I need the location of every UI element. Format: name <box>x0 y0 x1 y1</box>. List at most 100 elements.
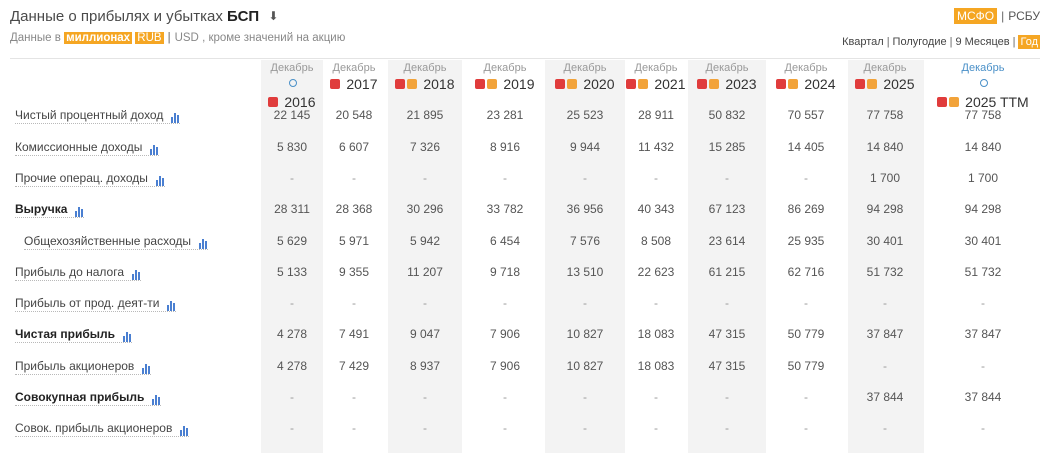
presentation-icon[interactable] <box>709 79 720 89</box>
column-year: 2024 <box>800 76 836 92</box>
table-cell: 7 491 <box>338 327 370 341</box>
row-label[interactable]: Комиссионные доходы <box>15 140 160 156</box>
column-year: 2020 <box>579 76 615 92</box>
column-header: Декабрь 2020 <box>535 62 635 93</box>
table-cell: 7 429 <box>338 359 370 373</box>
pdf-report-icon[interactable] <box>776 79 787 89</box>
unit-millions[interactable]: миллионах <box>64 32 133 44</box>
bar-chart-icon[interactable] <box>75 203 84 217</box>
bar-chart-icon[interactable] <box>142 360 151 374</box>
table-cell: 67 123 <box>708 202 746 216</box>
column-year: 2021 <box>650 76 686 92</box>
presentation-icon[interactable] <box>567 79 578 89</box>
bar-chart-icon[interactable] <box>132 266 141 280</box>
presentation-icon[interactable] <box>867 79 878 89</box>
column-header: Декабрь 2021 <box>606 62 706 93</box>
table-cell: 94 298 <box>866 202 904 216</box>
table-cell: 1 700 <box>967 171 999 185</box>
table-cell: 8 916 <box>489 140 521 154</box>
currency-rub[interactable]: RUB <box>135 32 164 44</box>
table-cell: 9 355 <box>338 265 370 279</box>
ifrs-toggle[interactable]: МСФО <box>953 8 998 24</box>
table-cell: 77 758 <box>964 108 1002 122</box>
table-cell: - <box>804 296 808 310</box>
pdf-report-icon[interactable] <box>330 79 341 89</box>
download-icon[interactable]: ⬇ <box>268 9 279 23</box>
table-cell: - <box>583 171 587 185</box>
presentation-icon[interactable] <box>407 79 418 89</box>
table-cell: - <box>804 390 808 404</box>
bar-chart-icon[interactable] <box>180 422 189 436</box>
table-cell: 8 937 <box>409 359 441 373</box>
bar-chart-icon[interactable] <box>122 328 132 342</box>
row-label[interactable]: Общехозяйственные расходы <box>24 234 209 250</box>
table-cell: 37 844 <box>866 390 904 404</box>
column-month: Декабрь <box>634 62 678 74</box>
table-cell: 25 935 <box>787 234 825 248</box>
presentation-icon[interactable] <box>487 79 498 89</box>
info-icon[interactable] <box>979 79 988 87</box>
period-switch: Квартал | Полугодие | 9 Месяцев | Год <box>842 35 1040 49</box>
table-cell: - <box>503 296 507 310</box>
row-label[interactable]: Совокупная прибыль <box>15 390 162 406</box>
table-cell: 14 405 <box>787 140 825 154</box>
row-label[interactable]: Чистый процентный доход <box>15 108 181 124</box>
bar-chart-icon[interactable] <box>155 172 165 186</box>
table-cell: - <box>290 421 294 435</box>
header-divider <box>10 58 1040 59</box>
table-cell: 40 343 <box>637 202 675 216</box>
table-cell: - <box>423 296 427 310</box>
pdf-report-icon[interactable] <box>268 97 279 107</box>
period-quarter[interactable]: Квартал <box>842 36 884 48</box>
pdf-report-icon[interactable] <box>475 79 486 89</box>
company-name: БСП <box>227 8 260 25</box>
presentation-icon[interactable] <box>949 97 960 107</box>
table-cell: 47 315 <box>708 327 746 341</box>
bar-chart-icon[interactable] <box>150 141 159 155</box>
pdf-report-icon[interactable] <box>855 79 866 89</box>
table-cell: 28 311 <box>274 202 310 216</box>
presentation-icon[interactable] <box>788 79 799 89</box>
row-label[interactable]: Прибыль до налога <box>15 265 141 281</box>
row-label[interactable]: Прочие операц. доходы <box>15 171 165 187</box>
period-nine-months[interactable]: 9 Месяцев <box>955 36 1010 48</box>
row-label[interactable]: Выручка <box>15 202 85 218</box>
column-header: Декабрь 2025 TTM <box>933 62 1033 111</box>
table-cell: - <box>804 421 808 435</box>
bar-chart-icon[interactable] <box>199 235 208 249</box>
table-cell: 5 942 <box>409 234 441 248</box>
info-icon[interactable] <box>288 79 297 87</box>
table-cell: 18 083 <box>637 327 675 341</box>
table-cell: - <box>725 421 729 435</box>
table-cell: 5 133 <box>276 265 308 279</box>
row-label[interactable]: Прибыль от прод. деят-ти <box>15 296 177 312</box>
table-cell: 22 145 <box>273 108 311 122</box>
pdf-report-icon[interactable] <box>395 79 406 89</box>
column-header: Декабрь 2016 <box>242 62 342 111</box>
bar-chart-icon[interactable] <box>171 109 180 123</box>
table-cell: 51 732 <box>964 265 1002 279</box>
row-label[interactable]: Прибыль акционеров <box>15 359 152 375</box>
pdf-report-icon[interactable] <box>555 79 566 89</box>
column-year: 2025 TTM <box>961 94 1029 110</box>
row-label[interactable]: Чистая прибыль <box>15 327 132 343</box>
table-cell: - <box>725 296 729 310</box>
table-cell: - <box>883 359 887 373</box>
pdf-report-icon[interactable] <box>937 97 948 107</box>
period-half[interactable]: Полугодие <box>892 36 947 48</box>
ras-toggle[interactable]: РСБУ <box>1008 9 1040 23</box>
presentation-icon[interactable] <box>638 79 649 89</box>
table-cell: - <box>423 421 427 435</box>
table-cell: 30 296 <box>406 202 444 216</box>
row-label[interactable]: Совок. прибыль акционеров <box>15 421 190 437</box>
pdf-report-icon[interactable] <box>697 79 708 89</box>
period-year[interactable]: Год <box>1018 35 1040 49</box>
pdf-report-icon[interactable] <box>626 79 637 89</box>
bar-chart-icon[interactable] <box>152 391 161 405</box>
table-cell: - <box>583 296 587 310</box>
table-cell: 5 629 <box>276 234 308 248</box>
column-month: Декабрь <box>270 62 314 74</box>
currency-usd[interactable]: USD <box>174 32 199 44</box>
column-header: Декабрь 2023 <box>677 62 777 93</box>
bar-chart-icon[interactable] <box>167 297 176 311</box>
